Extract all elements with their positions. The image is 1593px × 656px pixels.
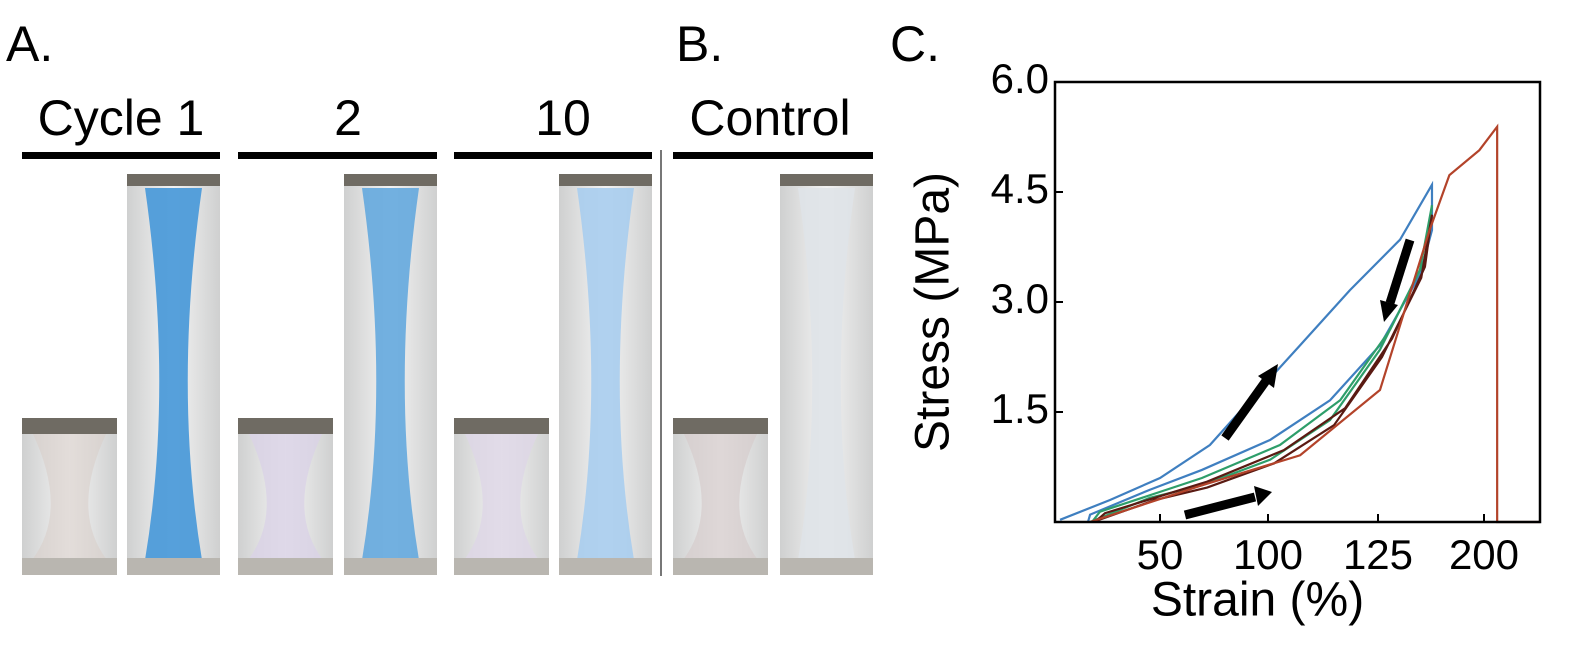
specimen [362, 188, 419, 560]
x-tick-label: 100 [1233, 531, 1303, 578]
panel-label: A. [6, 16, 53, 72]
clamp-bottom [673, 558, 768, 575]
sample-photo [673, 418, 768, 575]
clamp-bottom [238, 558, 333, 575]
clamp-top [344, 174, 437, 186]
sample-photo [127, 174, 220, 575]
specimen [683, 432, 758, 560]
specimen [577, 188, 634, 560]
y-axis-title: Stress (MPa) [907, 172, 960, 452]
series-line [1092, 214, 1434, 524]
y-tick-label: 6.0 [991, 55, 1049, 102]
clamp-bottom [780, 558, 873, 575]
photos [22, 174, 873, 575]
clamp-bottom [22, 558, 117, 575]
sample-photo [344, 174, 437, 575]
clamp-top [127, 174, 220, 186]
sample-photo [454, 418, 549, 575]
y-tick-label: 4.5 [991, 165, 1049, 212]
specimen [145, 188, 202, 560]
specimen [798, 188, 855, 560]
chart: 1.5 3.0 4.5 6.0 50 100 125 200 Strain (%) Stress … [907, 55, 1542, 627]
sample-photo [559, 174, 652, 575]
y-tick-label: 3.0 [991, 275, 1049, 322]
clamp-top [780, 174, 873, 186]
header-bars [22, 152, 873, 159]
sample-photo [22, 418, 117, 575]
sample-photo [780, 174, 873, 575]
specimen [248, 432, 323, 560]
arrows [1183, 238, 1415, 520]
clamp-top [22, 418, 117, 434]
group-header: Control [689, 90, 850, 146]
group-header: 10 [535, 90, 591, 146]
clamp-bottom [559, 558, 652, 575]
clamp-bottom [344, 558, 437, 575]
x-tick-label: 125 [1343, 531, 1413, 578]
group-header: Cycle 1 [38, 90, 205, 146]
clamp-top [454, 418, 549, 434]
x-axis-title: Strain (%) [1151, 574, 1364, 627]
group-header: 2 [334, 90, 362, 146]
x-tick-label: 200 [1449, 531, 1519, 578]
specimen [32, 432, 107, 560]
specimen [464, 432, 539, 560]
sample-photo [238, 418, 333, 575]
panel-label: B. [676, 16, 723, 72]
clamp-bottom [454, 558, 549, 575]
x-tick-label: 50 [1137, 531, 1184, 578]
clamp-top [238, 418, 333, 434]
series-line [1089, 204, 1434, 524]
clamp-top [673, 418, 768, 434]
panel-label: C. [890, 16, 940, 72]
clamp-top [559, 174, 652, 186]
series-line [1089, 123, 1540, 524]
clamp-bottom [127, 558, 220, 575]
y-tick-label: 1.5 [991, 385, 1049, 432]
